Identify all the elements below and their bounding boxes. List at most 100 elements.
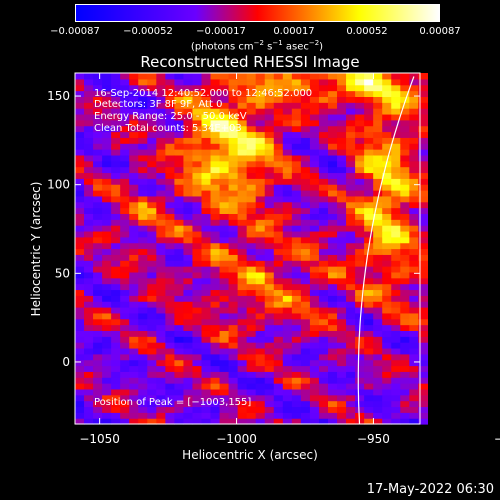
heatmap-cell [382, 113, 392, 121]
heatmap-cell [300, 377, 311, 384]
heatmap-cell [364, 301, 374, 308]
heatmap-cell [210, 125, 221, 133]
heatmap-cell [183, 160, 194, 168]
heatmap-cell [156, 184, 166, 191]
heatmap-cell [120, 96, 130, 103]
heatmap-cell [237, 353, 248, 361]
heatmap-cell [328, 154, 338, 162]
heatmap-cell [300, 353, 311, 361]
heatmap-cell [418, 301, 428, 308]
heatmap-cell [201, 289, 212, 296]
heatmap-cell [355, 260, 365, 267]
heatmap-cell [147, 277, 157, 285]
heatmap-cell [409, 108, 419, 115]
heatmap-cell [300, 78, 311, 86]
heatmap-cell [75, 312, 85, 320]
x-axis-label: Heliocentric X (arcsec) [182, 448, 318, 462]
heatmap-cell [165, 207, 175, 214]
heatmap-cell [165, 295, 175, 302]
heatmap-cell [391, 400, 401, 408]
heatmap-cell [291, 254, 302, 261]
heatmap-cell [382, 172, 392, 179]
heatmap-cell [364, 324, 374, 331]
heatmap-cell [93, 137, 103, 144]
heatmap-cell [120, 195, 130, 203]
heatmap-cell [337, 78, 347, 86]
heatmap-cell [192, 388, 203, 396]
heatmap-cell [409, 137, 419, 144]
heatmap-cell [291, 172, 302, 179]
heatmap-cell [382, 377, 392, 384]
heatmap-cell [246, 283, 257, 291]
heatmap-cell [337, 295, 347, 302]
heatmap-cell [364, 347, 374, 355]
heatmap-cell [246, 78, 257, 86]
heatmap-cell [156, 359, 166, 367]
heatmap-cell [346, 371, 356, 378]
heatmap-cell [300, 289, 311, 296]
heatmap-cell [228, 207, 239, 214]
chart-title: Reconstructed RHESSI Image [140, 53, 360, 71]
heatmap-cell [318, 195, 329, 203]
heatmap-cell [309, 73, 320, 80]
heatmap-cell [120, 213, 130, 220]
heatmap-cell [264, 301, 275, 308]
heatmap-cell [237, 178, 248, 185]
heatmap-cell [255, 307, 266, 314]
heatmap-cell [382, 96, 392, 103]
heatmap-cell [318, 172, 329, 179]
heatmap-cell [300, 312, 311, 320]
heatmap-cell [219, 324, 230, 331]
heatmap-cell [156, 400, 166, 408]
heatmap-cell [174, 184, 185, 191]
heatmap-cell [391, 330, 401, 337]
heatmap-cell [165, 271, 175, 279]
heatmap-cell [400, 207, 410, 214]
heatmap-cell [355, 371, 365, 378]
heatmap-cell [210, 324, 221, 331]
heatmap-cell [156, 377, 166, 384]
heatmap-cell [337, 160, 347, 168]
heatmap-cell [409, 388, 419, 396]
heatmap-cell [246, 84, 257, 92]
heatmap-cell [337, 190, 347, 197]
heatmap-cell [382, 312, 392, 320]
heatmap-cell [210, 312, 221, 320]
heatmap-cell [273, 336, 284, 343]
heatmap-cell [120, 143, 130, 150]
heatmap-cell [264, 190, 275, 197]
heatmap-cell [337, 201, 347, 209]
heatmap-cell [147, 336, 157, 343]
heatmap-cell [111, 213, 121, 220]
heatmap-cell [355, 201, 365, 209]
heatmap-cell [309, 365, 320, 372]
heatmap-cell [219, 96, 230, 103]
heatmap-cell [111, 84, 121, 92]
heatmap-cell [291, 318, 302, 326]
heatmap-cell [93, 90, 103, 97]
heatmap-cell [237, 84, 248, 92]
heatmap-cell [228, 377, 239, 384]
heatmap-cell [93, 195, 103, 203]
heatmap-cell [129, 73, 139, 80]
heatmap-cell [228, 219, 239, 226]
heatmap-cell [418, 394, 428, 402]
heatmap-cell [183, 353, 194, 361]
heatmap-cell [102, 78, 112, 86]
heatmap-cell [237, 359, 248, 367]
heatmap-cell [210, 277, 221, 285]
heatmap-cell [291, 371, 302, 378]
heatmap-cell [219, 347, 230, 355]
heatmap-cell [246, 195, 257, 203]
heatmap-cell [255, 172, 266, 179]
heatmap-cell [129, 184, 139, 191]
heatmap-cell [355, 312, 365, 320]
heatmap-cell [337, 149, 347, 156]
heatmap-cell [391, 131, 401, 138]
heatmap-cell [246, 184, 257, 191]
heatmap-cell [409, 172, 419, 179]
heatmap-cell [328, 119, 338, 127]
heatmap-cell [291, 289, 302, 296]
heatmap-cell [138, 412, 148, 419]
heatmap-cell [93, 283, 103, 291]
